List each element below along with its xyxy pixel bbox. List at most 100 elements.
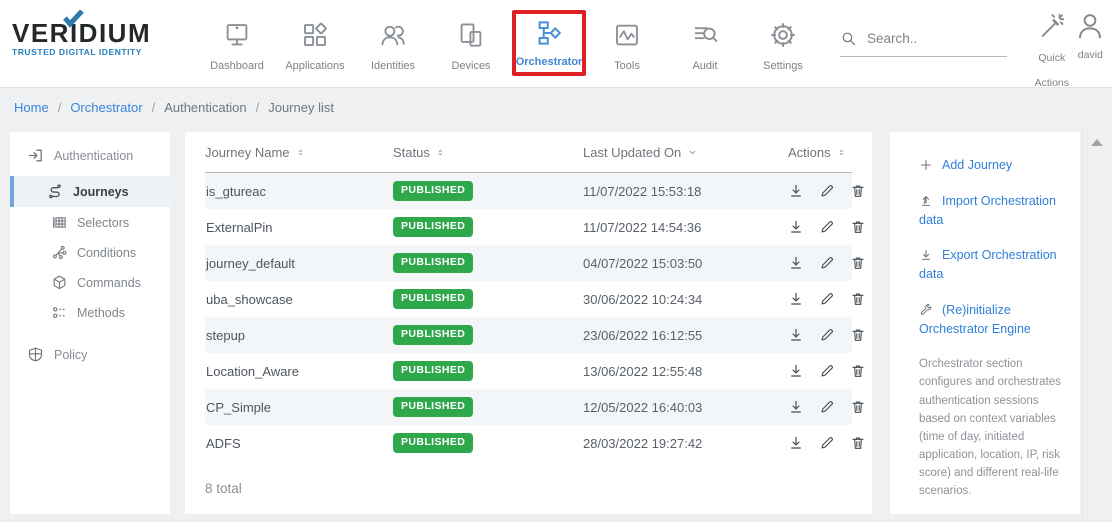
- breadcrumb: Home / Orchestrator / Authentication / J…: [0, 89, 1112, 125]
- nav-label: Tools: [614, 60, 640, 72]
- breadcrumb-separator: /: [151, 99, 156, 115]
- sort-icon[interactable]: [296, 147, 305, 158]
- search-input[interactable]: [867, 31, 1007, 46]
- nav-label: Identities: [370, 60, 416, 72]
- branch-nodes-icon: [51, 244, 68, 261]
- edit-journey-button[interactable]: [819, 435, 835, 451]
- table-row[interactable]: uba_showcase PUBLISHED 30/06/2022 10:24:…: [205, 281, 864, 317]
- table-row[interactable]: is_gtureac PUBLISHED 11/07/2022 15:53:18: [205, 173, 864, 209]
- nav-label: Devices: [451, 60, 491, 72]
- sidebar-item-label: Commands: [77, 275, 141, 290]
- sort-icon[interactable]: [837, 147, 846, 158]
- breadcrumb-separator: /: [57, 99, 62, 115]
- status-badge: PUBLISHED: [393, 289, 474, 309]
- delete-journey-button[interactable]: [850, 291, 866, 307]
- reinitialize-engine-link[interactable]: (Re)initialize Orchestrator Engine: [919, 302, 1031, 336]
- download-journey-button[interactable]: [788, 399, 804, 415]
- journey-name: stepup: [206, 327, 246, 343]
- table-row[interactable]: journey_default PUBLISHED 04/07/2022 15:…: [205, 245, 864, 281]
- last-updated: 28/03/2022 19:27:42: [583, 435, 703, 451]
- table-row[interactable]: ADFS PUBLISHED 28/03/2022 19:27:42: [205, 425, 864, 461]
- scroll-up-arrow-icon[interactable]: [1091, 139, 1103, 146]
- nav-item-dashboard[interactable]: Dashboard: [198, 14, 276, 72]
- table-total-count: 8 total: [205, 481, 242, 496]
- gear-icon: [768, 18, 798, 52]
- sidebar-item-commands[interactable]: Commands: [10, 268, 170, 297]
- journey-name: is_gtureac: [206, 183, 266, 199]
- edit-journey-button[interactable]: [819, 327, 835, 343]
- sidebar-item-label: Journeys: [73, 184, 129, 199]
- download-journey-button[interactable]: [788, 255, 804, 271]
- download-journey-button[interactable]: [788, 291, 804, 307]
- delete-journey-button[interactable]: [850, 219, 866, 235]
- edit-journey-button[interactable]: [819, 291, 835, 307]
- table-row[interactable]: stepup PUBLISHED 23/06/2022 16:12:55: [205, 317, 864, 353]
- main-navigation: Dashboard Applications Identities Device…: [198, 10, 822, 76]
- delete-journey-button[interactable]: [850, 255, 866, 271]
- journey-name: uba_showcase: [206, 291, 293, 307]
- nav-item-settings[interactable]: Settings: [744, 14, 822, 72]
- user-name-label: david: [1077, 49, 1103, 61]
- delete-journey-button[interactable]: [850, 435, 866, 451]
- orchestrator-description: Orchestrator section configures and orch…: [919, 358, 1061, 498]
- journey-name: journey_default: [206, 255, 295, 271]
- table-row[interactable]: CP_Simple PUBLISHED 12/05/2022 16:40:03: [205, 389, 864, 425]
- download-journey-button[interactable]: [788, 363, 804, 379]
- delete-journey-button[interactable]: [850, 399, 866, 415]
- nav-item-audit[interactable]: Audit: [666, 14, 744, 72]
- download-journey-button[interactable]: [788, 435, 804, 451]
- download-journey-button[interactable]: [788, 183, 804, 199]
- column-header-journey-name[interactable]: Journey Name: [205, 145, 393, 160]
- login-arrow-icon: [27, 147, 44, 164]
- vertical-scrollbar[interactable]: [1082, 128, 1112, 522]
- sidebar-group-authentication[interactable]: Authentication: [10, 134, 170, 175]
- column-header-actions[interactable]: Actions: [779, 145, 852, 160]
- edit-journey-button[interactable]: [819, 219, 835, 235]
- upload-arrow-icon: [919, 194, 933, 208]
- nav-item-tools[interactable]: Tools: [588, 14, 666, 72]
- journey-actions-panel: Add Journey Import Orchestration data Ex…: [890, 132, 1080, 514]
- download-journey-button[interactable]: [788, 219, 804, 235]
- delete-journey-button[interactable]: [850, 183, 866, 199]
- nav-label: Audit: [692, 60, 718, 72]
- breadcrumb-home[interactable]: Home: [14, 99, 49, 115]
- column-header-last-updated[interactable]: Last Updated On: [583, 145, 779, 160]
- user-menu[interactable]: david: [1073, 8, 1108, 61]
- import-orchestration-link[interactable]: Import Orchestration data: [919, 193, 1056, 227]
- nav-item-applications[interactable]: Applications: [276, 14, 354, 72]
- status-badge: PUBLISHED: [393, 325, 474, 345]
- nav-item-devices[interactable]: Devices: [432, 14, 510, 72]
- sidebar-item-methods[interactable]: Methods: [10, 298, 170, 327]
- table-row[interactable]: Location_Aware PUBLISHED 13/06/2022 12:5…: [205, 353, 864, 389]
- quick-actions-button[interactable]: Quick Actions: [1033, 10, 1071, 93]
- delete-journey-button[interactable]: [850, 363, 866, 379]
- breadcrumb-orchestrator[interactable]: Orchestrator: [70, 99, 143, 115]
- user-avatar-icon: [1074, 8, 1106, 44]
- sidebar-item-selectors[interactable]: Selectors: [10, 208, 170, 237]
- delete-journey-button[interactable]: [850, 327, 866, 343]
- nav-item-orchestrator[interactable]: Orchestrator: [512, 10, 586, 76]
- sort-icon[interactable]: [436, 147, 445, 158]
- add-journey-link[interactable]: Add Journey: [919, 156, 1064, 175]
- chevron-down-icon[interactable]: [687, 147, 698, 158]
- monitor-icon: [222, 18, 252, 52]
- edit-journey-button[interactable]: [819, 183, 835, 199]
- table-row[interactable]: ExternalPin PUBLISHED 11/07/2022 14:54:3…: [205, 209, 864, 245]
- nav-item-identities[interactable]: Identities: [354, 14, 432, 72]
- breadcrumb-separator: /: [255, 99, 260, 115]
- veridium-logo[interactable]: VERIDIUM TRUSTED DIGITAL IDENTITY: [12, 10, 162, 57]
- journey-name: ExternalPin: [206, 219, 273, 235]
- edit-journey-button[interactable]: [819, 399, 835, 415]
- edit-journey-button[interactable]: [819, 255, 835, 271]
- sidebar-item-conditions[interactable]: Conditions: [10, 238, 170, 267]
- logo-tagline: TRUSTED DIGITAL IDENTITY: [12, 47, 142, 57]
- logo-checkmark-icon: [62, 10, 84, 28]
- sidebar-group-policy[interactable]: Policy: [10, 333, 170, 374]
- last-updated: 11/07/2022 15:53:18: [583, 183, 702, 199]
- sidebar-item-journeys[interactable]: Journeys: [10, 176, 170, 207]
- download-journey-button[interactable]: [788, 327, 804, 343]
- breadcrumb-authentication: Authentication: [164, 99, 247, 115]
- column-header-status[interactable]: Status: [393, 145, 583, 160]
- edit-journey-button[interactable]: [819, 363, 835, 379]
- export-orchestration-link[interactable]: Export Orchestration data: [919, 248, 1057, 281]
